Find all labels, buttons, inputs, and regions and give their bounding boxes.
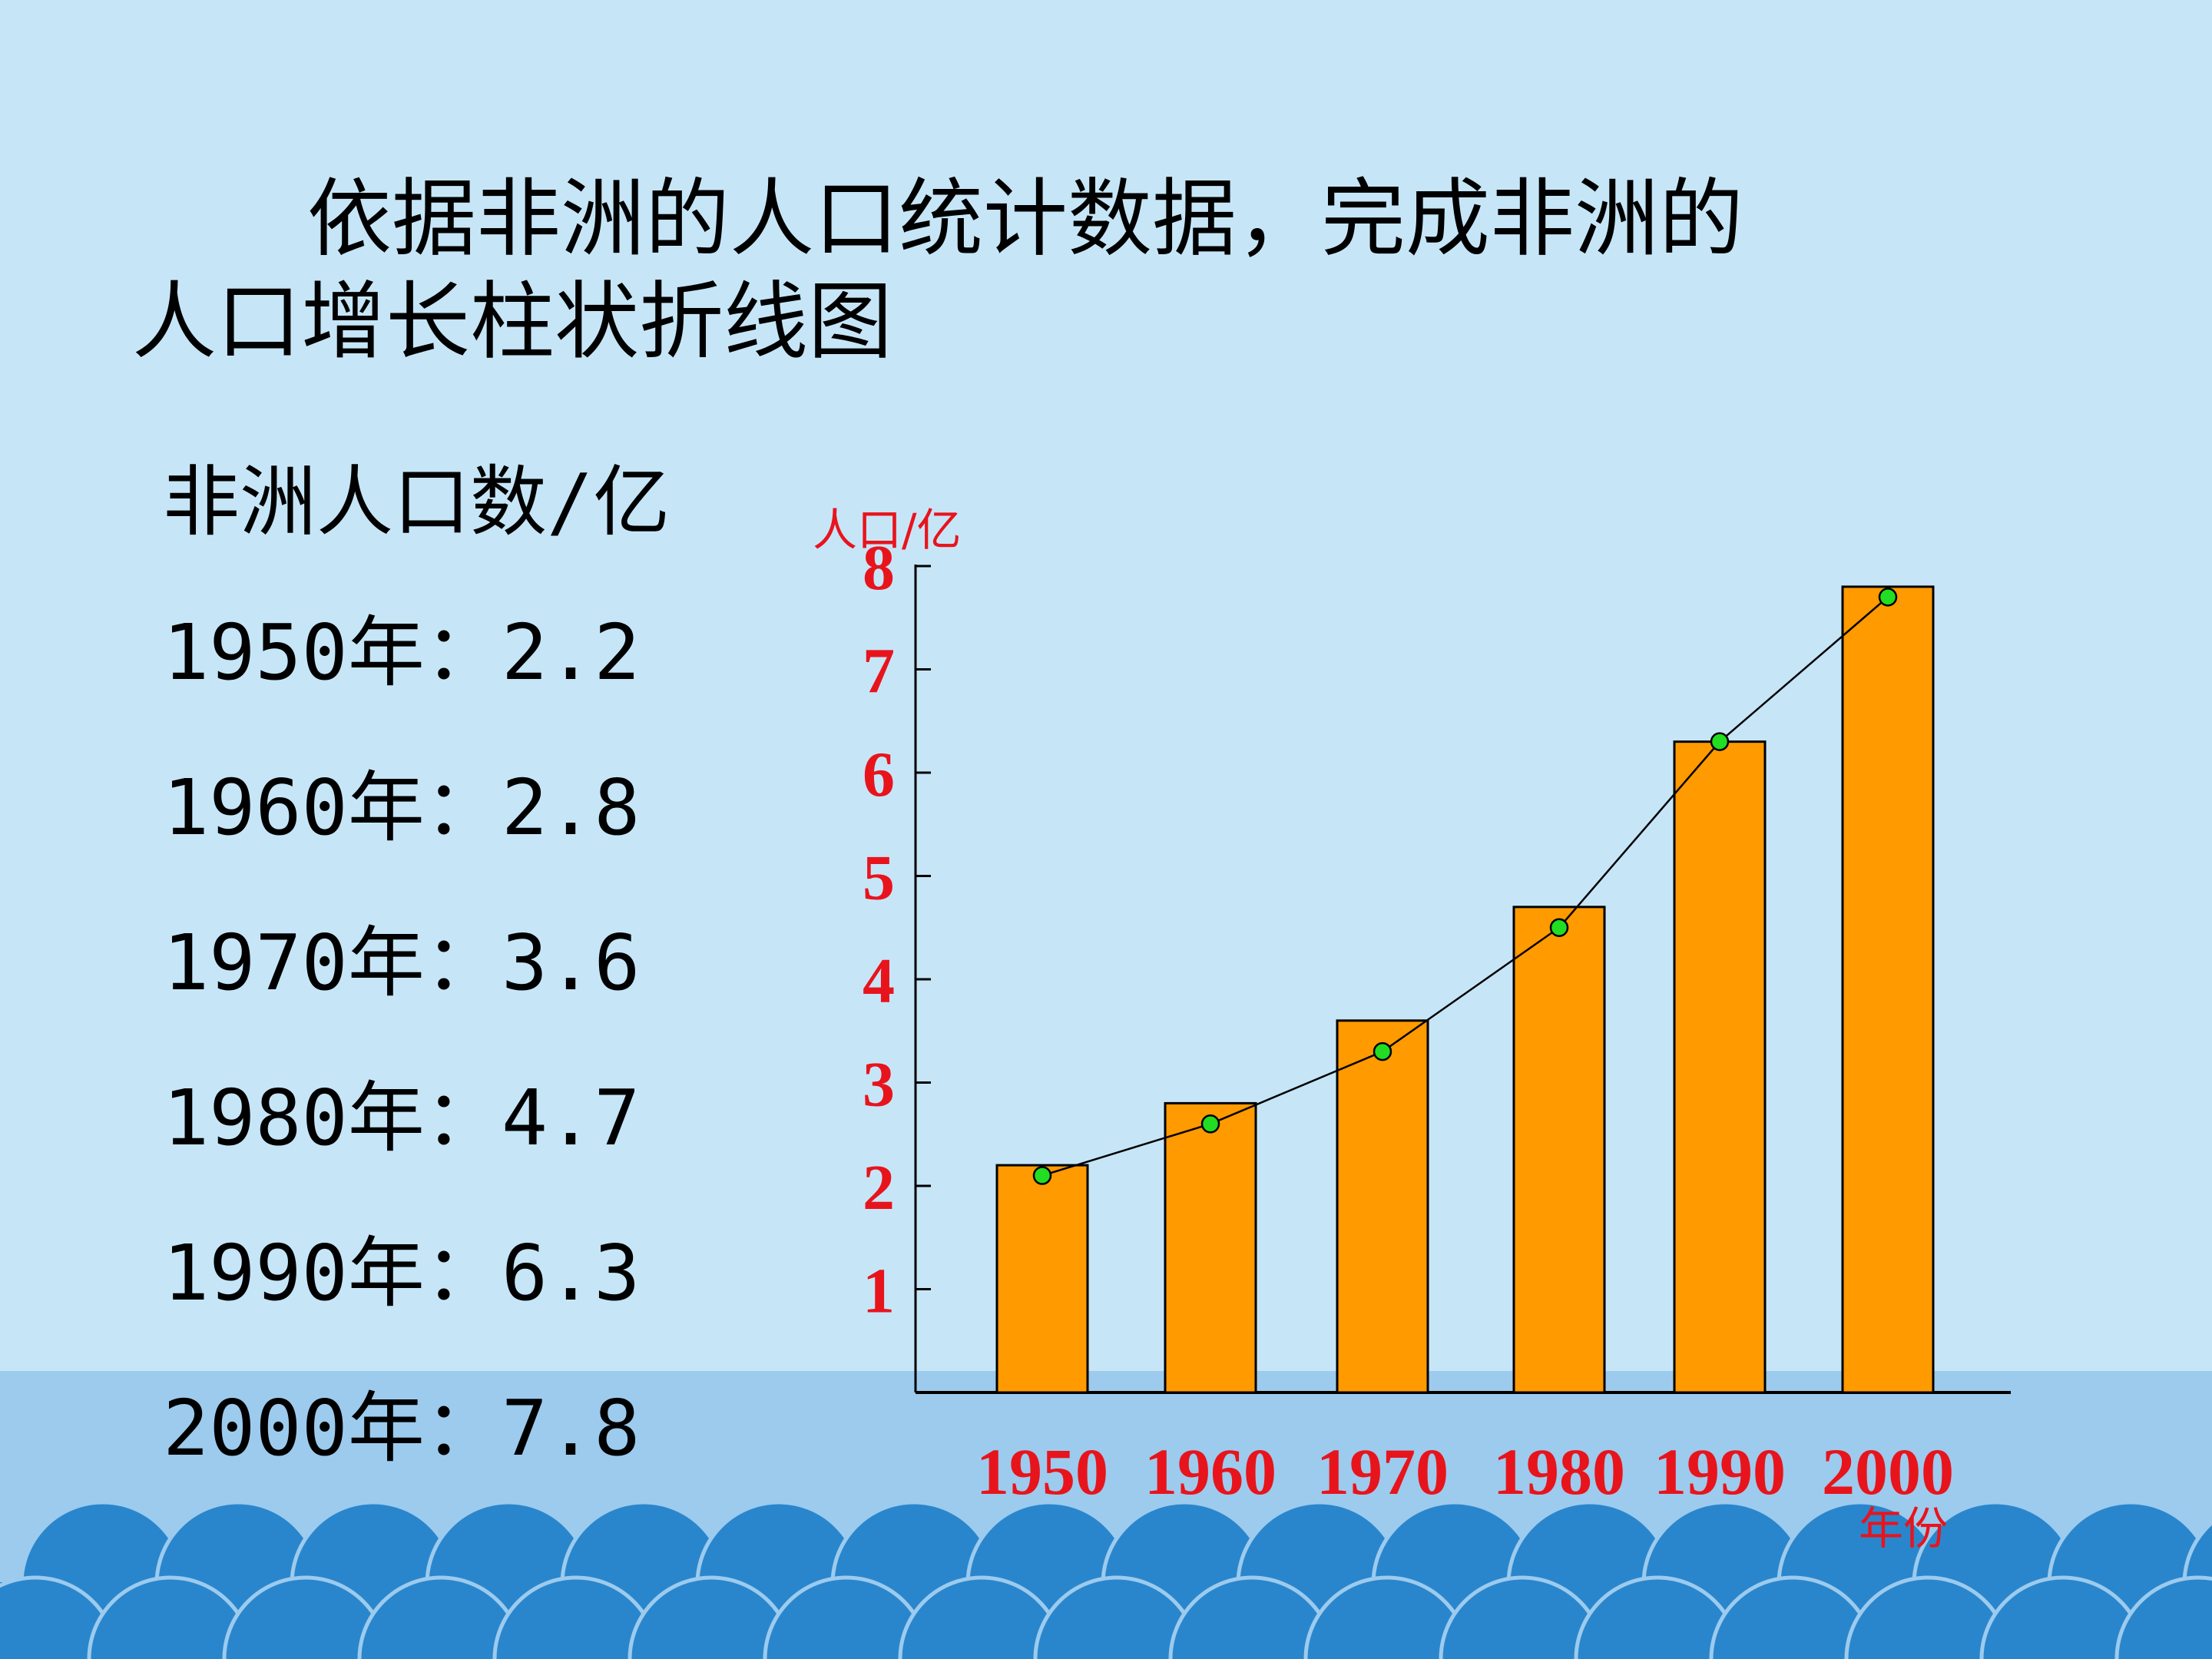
- y-tick-label: 4: [863, 945, 895, 1017]
- table-row-year: 1970: [163, 918, 348, 1008]
- bar: [1673, 740, 1767, 1394]
- table-row-sep: 年：: [347, 763, 502, 853]
- bar: [1841, 585, 1935, 1394]
- y-tick-label: 6: [863, 739, 895, 810]
- bar: [1164, 1101, 1257, 1394]
- y-tick-label: 5: [863, 843, 895, 914]
- wave-front: [628, 1575, 795, 1659]
- table-row-value: 3.6: [501, 918, 641, 1008]
- wave-front: [0, 1575, 119, 1659]
- table-row-value: 4.7: [501, 1073, 641, 1163]
- table-row-sep: 年：: [347, 1228, 502, 1318]
- x-axis-title: 年份: [1859, 1502, 1948, 1555]
- wave-front: [898, 1575, 1065, 1659]
- wave-front: [1979, 1575, 2147, 1659]
- wave-front: [1844, 1575, 2012, 1659]
- data-table-row: 1960年：2.8: [163, 770, 640, 846]
- table-row-sep: 年：: [347, 608, 502, 697]
- wave-front: [1574, 1575, 1741, 1659]
- table-row-year: 1950: [163, 608, 348, 697]
- slide-title-line-2: 人口增长柱状折线图: [132, 273, 892, 371]
- wave-front: [1303, 1575, 1471, 1659]
- table-row-year: 1960: [163, 763, 348, 853]
- table-row-value: 2.8: [501, 763, 641, 853]
- y-tick-label: 7: [863, 636, 895, 707]
- x-tick-label: 1960: [1144, 1435, 1277, 1508]
- line-point: [1710, 732, 1730, 751]
- x-tick-label: 1990: [1654, 1435, 1786, 1508]
- wave-front: [87, 1575, 254, 1659]
- y-tick-label: 3: [863, 1049, 895, 1121]
- x-tick-label: 2000: [1822, 1435, 1954, 1508]
- table-row-sep: 年：: [347, 1073, 502, 1163]
- line-point: [1200, 1114, 1220, 1134]
- wave-front: [492, 1575, 660, 1659]
- table-row-value: 6.3: [501, 1228, 641, 1318]
- table-row-year: 1980: [163, 1073, 348, 1163]
- line-point: [1878, 588, 1898, 607]
- data-table-row: 1980年：4.7: [163, 1080, 640, 1157]
- data-table-header: 非洲人口数/亿: [163, 457, 671, 547]
- bar: [1512, 906, 1606, 1394]
- table-row-value: 7.8: [501, 1383, 641, 1473]
- wave-front: [1709, 1575, 1876, 1659]
- y-tick-label: 8: [863, 532, 895, 604]
- table-row-year: 2000: [163, 1383, 348, 1473]
- table-row-sep: 年：: [347, 918, 502, 1008]
- wave-front: [1033, 1575, 1200, 1659]
- line-point: [1373, 1041, 1392, 1061]
- x-tick-label: 1970: [1316, 1435, 1449, 1508]
- y-tick-label: 2: [863, 1152, 895, 1224]
- x-tick-label: 1950: [976, 1435, 1108, 1508]
- line-point: [1549, 918, 1569, 937]
- bar: [1336, 1019, 1429, 1394]
- line-point: [1032, 1166, 1052, 1185]
- y-tick-label: 1: [863, 1256, 895, 1327]
- data-table-row: 1970年：3.6: [163, 925, 640, 1002]
- wave-front: [222, 1575, 389, 1659]
- bar: [995, 1164, 1089, 1394]
- wave-front: [763, 1575, 930, 1659]
- data-table-row: 1950年：2.2: [163, 614, 640, 691]
- data-table-row: 1990年：6.3: [163, 1235, 640, 1312]
- data-table-row: 2000年：7.8: [163, 1390, 640, 1467]
- x-tick-label: 1980: [1493, 1435, 1625, 1508]
- slide-title-line-1: 依据非洲的人口统计数据，完成非洲的: [307, 170, 1743, 268]
- table-row-year: 1990: [163, 1228, 348, 1318]
- table-row-value: 2.2: [501, 608, 641, 697]
- wave-front: [1168, 1575, 1336, 1659]
- table-row-sep: 年：: [347, 1383, 502, 1473]
- wave-front: [2114, 1575, 2212, 1659]
- wave-front: [1439, 1575, 1606, 1659]
- trend-line: [1041, 596, 1889, 1177]
- y-axis-title: 人口/亿: [813, 504, 962, 556]
- wave-front: [357, 1575, 525, 1659]
